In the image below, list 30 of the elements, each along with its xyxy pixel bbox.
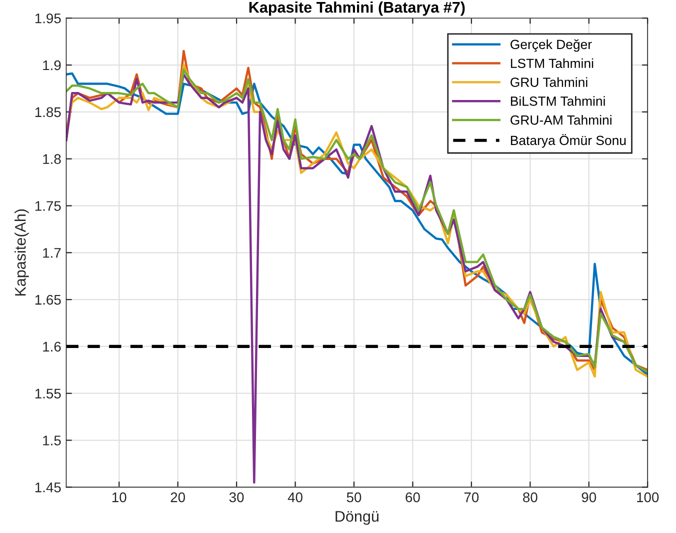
y-tick-label: 1.5 [43, 436, 61, 446]
legend-label: Batarya Ömür Sonu [510, 134, 626, 148]
legend-label: GRU-AM Tahmini [510, 115, 612, 125]
legend-label: LSTM Tahmini [510, 58, 594, 68]
y-axis-title: Kapasite(Ah) [14, 209, 29, 296]
chart-title: Kapasite Tahmini (Batarya #7) [249, 1, 465, 16]
x-tick-label: 20 [170, 492, 186, 502]
x-axis-title: Döngü [336, 511, 378, 525]
x-tick-label: 90 [582, 492, 596, 502]
legend-label: GRU Tahmini [510, 77, 588, 87]
y-tick-label: 1.7 [43, 248, 61, 258]
x-tick-label: 10 [112, 492, 126, 502]
y-tick-label: 1.75 [35, 201, 61, 211]
legend-label: Gerçek Değer [510, 39, 592, 52]
y-tick-label: 1.6 [43, 342, 61, 352]
y-tick-label: 1.95 [35, 13, 61, 24]
y-tick-label: 1.65 [35, 294, 61, 305]
x-tick-label: 80 [523, 492, 538, 502]
x-tick-label: 40 [288, 492, 302, 502]
legend-label: BiLSTM Tahmini [510, 96, 605, 106]
x-tick-label: 60 [406, 492, 420, 502]
x-tick-label: 100 [637, 492, 659, 502]
y-tick-label: 1.8 [43, 154, 61, 164]
x-tick-label: 50 [346, 492, 362, 502]
y-tick-label: 1.45 [35, 482, 61, 492]
y-tick-label: 1.85 [35, 107, 61, 118]
x-tick-label: 30 [229, 492, 244, 502]
y-tick-label: 1.9 [43, 60, 61, 70]
x-tick-label: 70 [464, 492, 479, 502]
y-tick-label: 1.55 [35, 388, 61, 399]
